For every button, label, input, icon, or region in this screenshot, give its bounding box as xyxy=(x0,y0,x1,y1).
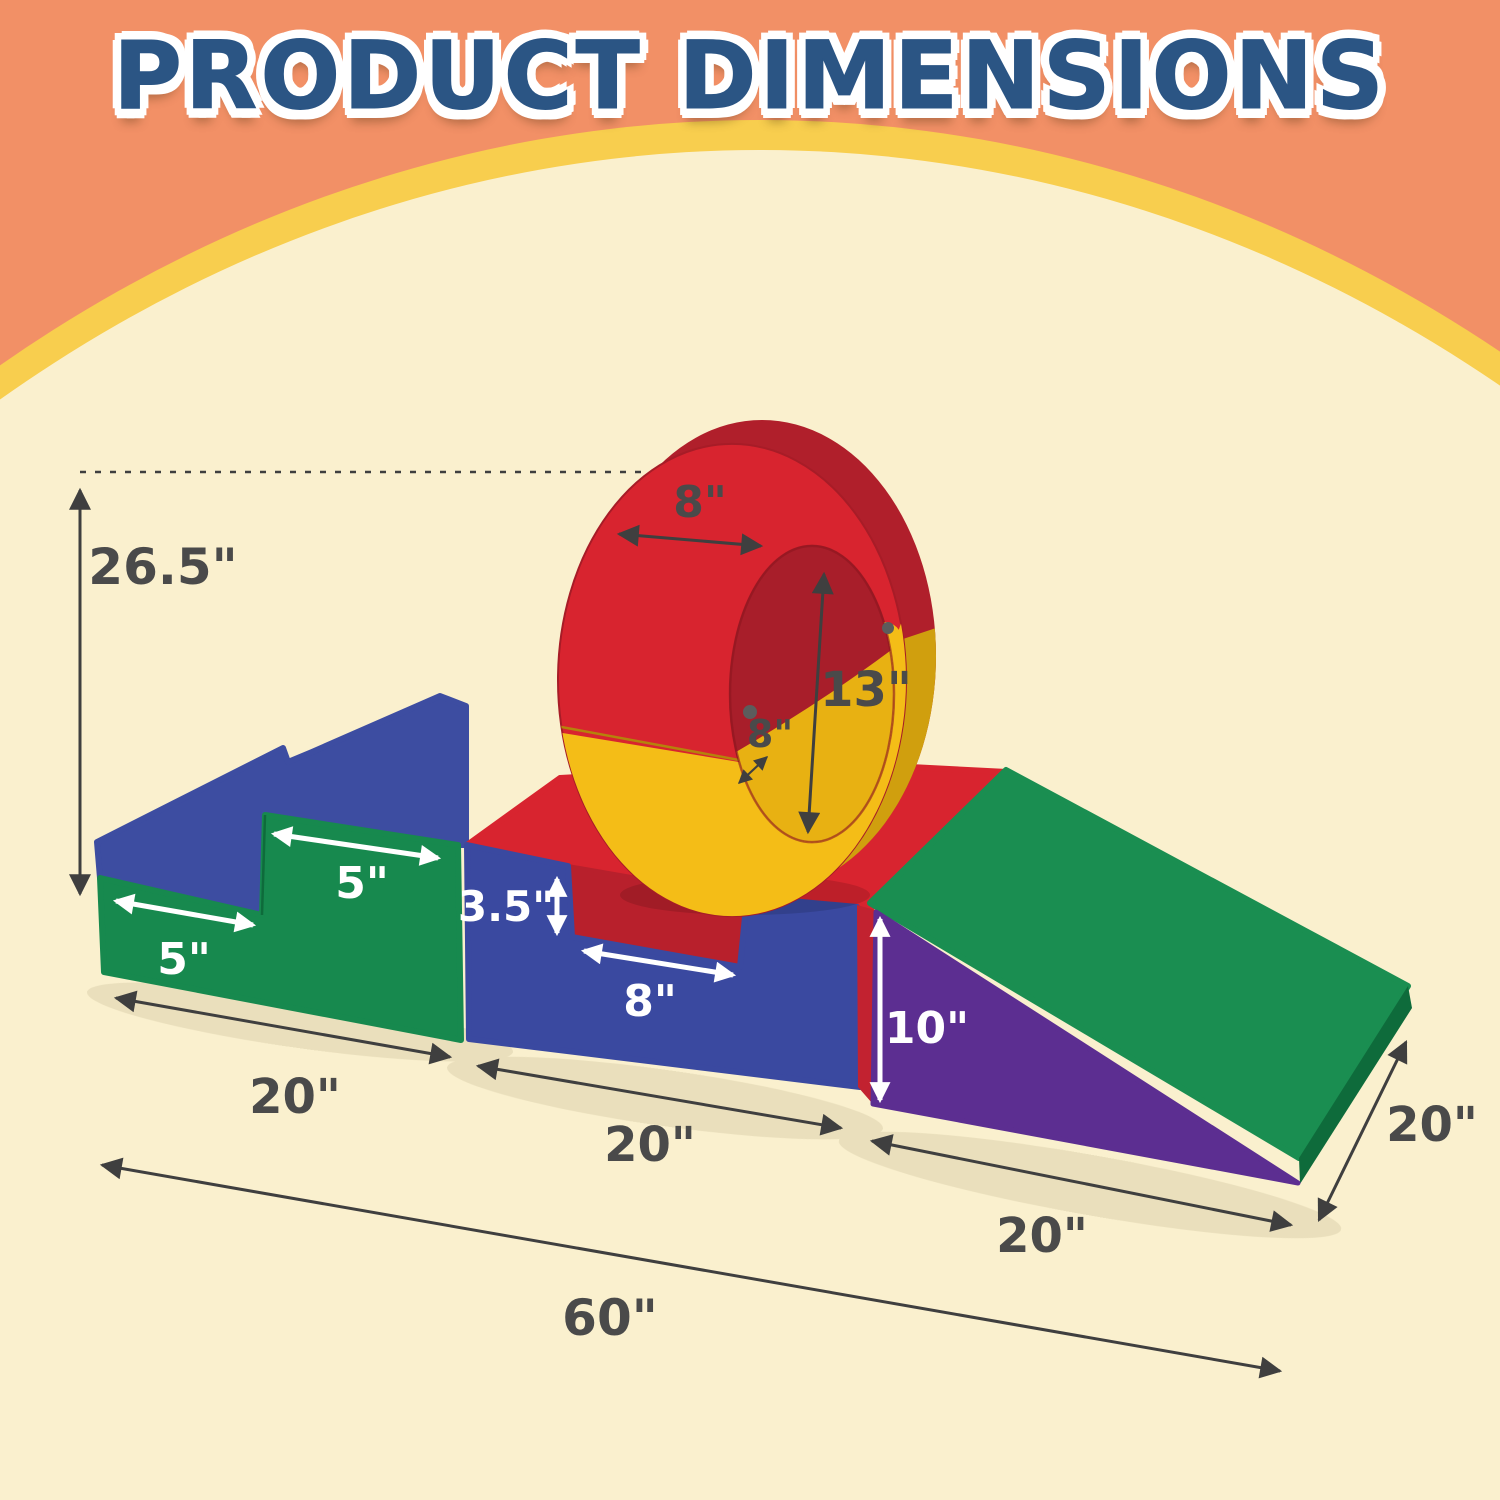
label-tunnel-block-length: 20" xyxy=(604,1117,696,1173)
label-ring-inner-diameter: 13" xyxy=(820,662,912,718)
label-lower-step-depth: 5" xyxy=(157,934,211,985)
label-ring-tube-width: 8" xyxy=(673,477,727,528)
upper-step-depth-arrow xyxy=(270,826,442,866)
tunnel-length-arrow xyxy=(475,1058,844,1136)
ring-seam-left xyxy=(557,721,740,762)
total-length-arrow xyxy=(99,1157,1283,1379)
label-upper-step-depth: 5" xyxy=(335,858,389,909)
label-steps-block-length: 20" xyxy=(249,1069,341,1125)
ring-tube-thickness-arrow xyxy=(737,756,769,784)
ring-snap-button-left xyxy=(743,705,757,719)
label-overall-height: 26.5" xyxy=(88,538,237,596)
ring-snap-button-right xyxy=(882,622,894,634)
label-ramp-height: 10" xyxy=(885,1003,969,1054)
ramp-width-arrow xyxy=(1317,1040,1408,1222)
label-notch-depth: 3.5" xyxy=(458,882,554,931)
ring-inner-diameter-arrow xyxy=(798,571,834,835)
step-riser-edge xyxy=(260,814,267,916)
label-ramp-length: 20" xyxy=(996,1208,1088,1264)
notch-width-arrow xyxy=(580,943,737,983)
label-total-length: 60" xyxy=(562,1289,658,1347)
lower-step-depth-arrow xyxy=(112,893,257,933)
label-ring-tube-thickness: 8" xyxy=(747,712,793,756)
label-ramp-width: 20" xyxy=(1386,1097,1478,1153)
dimension-annotations-gray xyxy=(69,470,1408,1379)
ring-hole-outline xyxy=(728,544,896,844)
ring-tube-width-arrow xyxy=(616,524,764,556)
label-notch-width: 8" xyxy=(623,976,677,1027)
dimension-annotations-white xyxy=(112,826,891,1104)
steps-length-arrow xyxy=(113,990,453,1065)
